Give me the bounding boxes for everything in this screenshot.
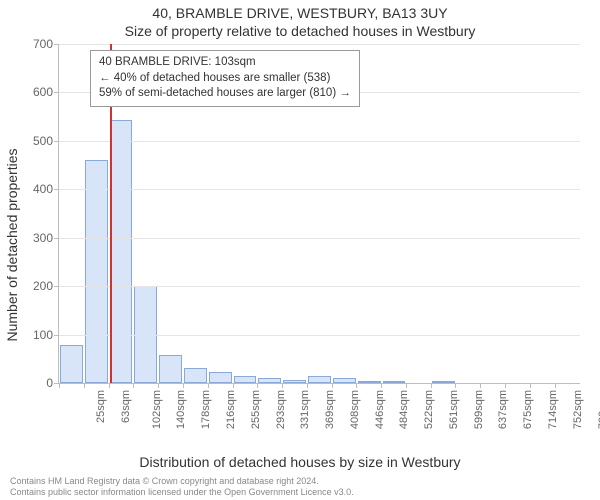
x-tick-label: 331sqm bbox=[299, 390, 311, 429]
x-tick-label: 408sqm bbox=[349, 390, 361, 429]
x-tick-mark bbox=[183, 383, 184, 388]
x-axis-label: Distribution of detached houses by size … bbox=[0, 454, 600, 470]
histogram-bar bbox=[159, 355, 182, 383]
x-tick-label: 178sqm bbox=[200, 390, 212, 429]
x-tick-mark bbox=[133, 383, 134, 388]
histogram-bar bbox=[283, 380, 306, 383]
gridline bbox=[59, 286, 580, 287]
callout-line2: ← 40% of detached houses are smaller (53… bbox=[99, 71, 351, 87]
gridline bbox=[59, 141, 580, 142]
y-tick-mark bbox=[54, 238, 59, 239]
x-tick-mark bbox=[84, 383, 85, 388]
x-tick-label: 522sqm bbox=[423, 390, 435, 429]
histogram-bar bbox=[85, 160, 108, 383]
y-tick-label: 100 bbox=[33, 328, 53, 342]
y-tick-mark bbox=[54, 92, 59, 93]
y-tick-mark bbox=[54, 141, 59, 142]
x-tick-mark bbox=[257, 383, 258, 388]
x-tick-mark bbox=[381, 383, 382, 388]
x-tick-mark bbox=[332, 383, 333, 388]
x-tick-label: 255sqm bbox=[250, 390, 262, 429]
x-tick-label: 637sqm bbox=[498, 390, 510, 429]
chart-title-line1: 40, BRAMBLE DRIVE, WESTBURY, BA13 3UY bbox=[0, 5, 600, 21]
x-tick-label: 63sqm bbox=[120, 390, 132, 423]
histogram-bar bbox=[383, 381, 406, 383]
y-tick-mark bbox=[54, 44, 59, 45]
y-tick-mark bbox=[54, 286, 59, 287]
x-tick-label: 369sqm bbox=[324, 390, 336, 429]
x-tick-mark bbox=[356, 383, 357, 388]
x-tick-mark bbox=[406, 383, 407, 388]
gridline bbox=[59, 238, 580, 239]
y-tick-label: 0 bbox=[46, 376, 53, 390]
x-tick-mark bbox=[505, 383, 506, 388]
histogram-bar bbox=[258, 378, 281, 383]
x-tick-label: 446sqm bbox=[374, 390, 386, 429]
x-tick-mark bbox=[480, 383, 481, 388]
x-tick-label: 140sqm bbox=[176, 390, 188, 429]
x-tick-label: 675sqm bbox=[522, 390, 534, 429]
x-tick-label: 25sqm bbox=[95, 390, 107, 423]
callout-line3: 59% of semi-detached houses are larger (… bbox=[99, 86, 351, 102]
x-tick-label: 599sqm bbox=[473, 390, 485, 429]
histogram-bar bbox=[184, 368, 207, 383]
x-tick-mark bbox=[233, 383, 234, 388]
x-tick-label: 484sqm bbox=[398, 390, 410, 429]
histogram-bar bbox=[333, 378, 356, 383]
y-tick-mark bbox=[54, 189, 59, 190]
x-tick-mark bbox=[307, 383, 308, 388]
y-tick-label: 500 bbox=[33, 134, 53, 148]
reference-callout: 40 BRAMBLE DRIVE: 103sqm ← 40% of detach… bbox=[90, 50, 360, 107]
gridline bbox=[59, 44, 580, 45]
footer-attribution: Contains HM Land Registry data © Crown c… bbox=[10, 476, 354, 499]
x-tick-label: 102sqm bbox=[151, 390, 163, 429]
y-tick-label: 300 bbox=[33, 231, 53, 245]
x-tick-mark bbox=[431, 383, 432, 388]
y-axis-label: Number of detached properties bbox=[4, 149, 20, 342]
x-tick-mark bbox=[530, 383, 531, 388]
gridline bbox=[59, 189, 580, 190]
chart-title-line2: Size of property relative to detached ho… bbox=[0, 23, 600, 39]
x-tick-mark bbox=[59, 383, 60, 388]
callout-line1: 40 BRAMBLE DRIVE: 103sqm bbox=[99, 55, 351, 71]
histogram-bar bbox=[60, 345, 83, 383]
histogram-bar bbox=[308, 376, 331, 383]
x-tick-mark bbox=[455, 383, 456, 388]
histogram-bar bbox=[358, 381, 381, 383]
y-tick-label: 400 bbox=[33, 182, 53, 196]
x-tick-mark bbox=[208, 383, 209, 388]
histogram-bar bbox=[209, 372, 232, 383]
x-tick-label: 293sqm bbox=[275, 390, 287, 429]
x-tick-mark bbox=[109, 383, 110, 388]
histogram-bar bbox=[110, 120, 133, 383]
x-tick-mark bbox=[158, 383, 159, 388]
histogram-bar bbox=[234, 376, 257, 383]
x-tick-mark bbox=[282, 383, 283, 388]
y-tick-label: 200 bbox=[33, 279, 53, 293]
x-tick-label: 561sqm bbox=[448, 390, 460, 429]
x-tick-mark bbox=[555, 383, 556, 388]
footer-line1: Contains HM Land Registry data © Crown c… bbox=[10, 476, 354, 487]
x-tick-label: 216sqm bbox=[225, 390, 237, 429]
y-tick-mark bbox=[54, 335, 59, 336]
gridline bbox=[59, 335, 580, 336]
y-tick-label: 600 bbox=[33, 85, 53, 99]
histogram-bar bbox=[432, 381, 455, 383]
x-tick-label: 752sqm bbox=[572, 390, 584, 429]
footer-line2: Contains public sector information licen… bbox=[10, 487, 354, 498]
x-tick-label: 714sqm bbox=[547, 390, 559, 429]
y-tick-label: 700 bbox=[33, 37, 53, 51]
